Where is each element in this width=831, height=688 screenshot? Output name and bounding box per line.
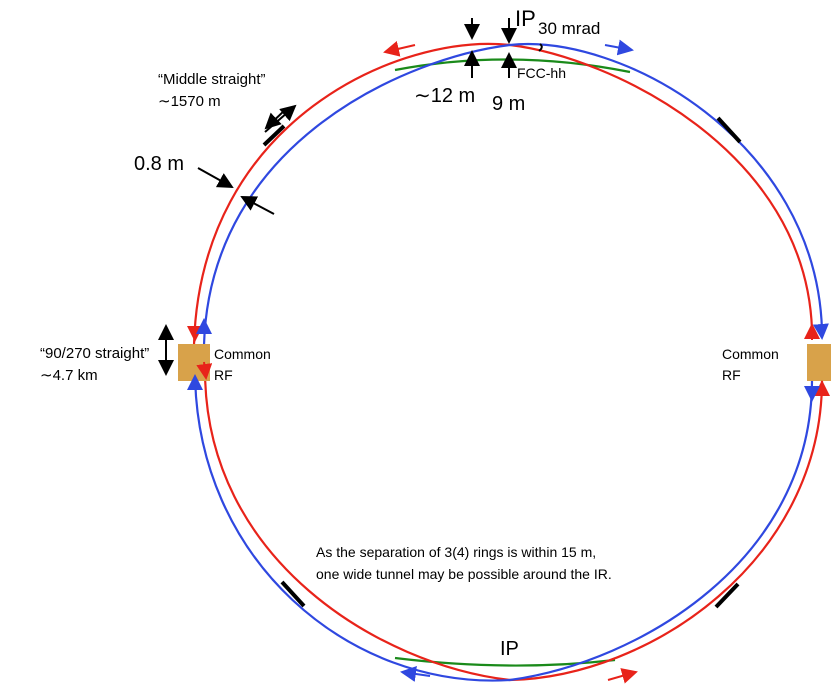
label: 0.8 m (134, 153, 184, 175)
red-ring (509, 43, 814, 331)
label: RF (214, 367, 233, 383)
rings (192, 42, 824, 682)
blue-ring (193, 369, 511, 682)
arrows (158, 18, 830, 684)
label: IP (515, 6, 536, 31)
blue-ring (509, 379, 814, 682)
red-ring (509, 379, 824, 682)
label: “90/270 straight” (40, 345, 149, 362)
note: one wide tunnel may be possible around t… (316, 566, 612, 582)
label: Common (214, 346, 271, 362)
label: FCC-hh (517, 65, 566, 81)
label: RF (722, 367, 741, 383)
label: ∼12 m (414, 85, 475, 107)
label: ∼4.7 km (40, 367, 98, 384)
label: Common (722, 346, 779, 362)
rf-box (807, 344, 831, 381)
red-ring (192, 42, 511, 346)
blue-ring (509, 43, 824, 331)
label: “Middle straight” (158, 71, 266, 88)
label: IP (500, 638, 519, 660)
note: As the separation of 3(4) rings is withi… (316, 544, 596, 560)
fcc-hh-bottom (394, 656, 616, 667)
blue-ring (202, 43, 511, 346)
label: ∼1570 m (158, 93, 221, 110)
label: 30 mrad (538, 19, 600, 38)
red-ring (203, 369, 511, 682)
label: 9 m (492, 93, 525, 115)
straight-markers (262, 116, 742, 609)
